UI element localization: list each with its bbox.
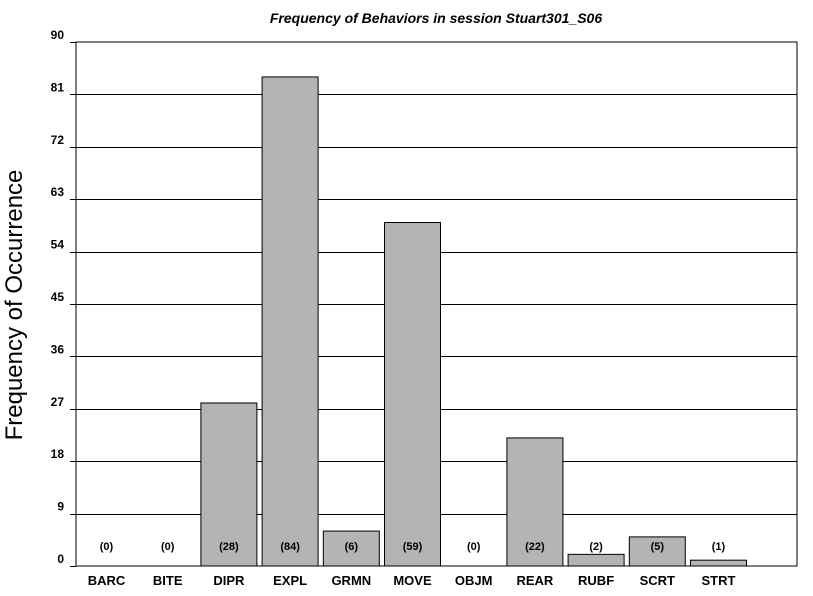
y-tick-label: 27	[51, 395, 65, 409]
data-label: (22)	[525, 541, 545, 553]
data-label: (2)	[589, 541, 603, 553]
x-tick-label: EXPL	[273, 573, 307, 588]
x-tick-label: SCRT	[640, 573, 675, 588]
chart-title: Frequency of Behaviors in session Stuart…	[270, 10, 602, 26]
y-tick-label: 36	[51, 342, 65, 356]
data-label: (6)	[345, 541, 359, 553]
bar-dipr	[200, 402, 258, 567]
y-tick-label: 72	[51, 133, 65, 147]
data-label: (5)	[651, 541, 665, 553]
bar-expl	[261, 76, 319, 567]
y-tick-label: 0	[57, 552, 64, 566]
data-label: (0)	[161, 541, 175, 553]
y-tick-label: 54	[51, 238, 65, 252]
x-tick-label: BARC	[88, 573, 126, 588]
y-tick-label: 63	[51, 185, 65, 199]
x-axis-ticks: BARC BITE DIPR EXPL GRMN MOVE OBJM REAR RUBF SCRT…	[88, 573, 736, 588]
y-axis-ticks: 0 9 18 27 36 45 54 63 72 81 90	[51, 28, 76, 567]
x-tick-label: BITE	[153, 573, 183, 588]
y-tick-label: 45	[51, 290, 65, 304]
bars	[200, 76, 747, 567]
data-label: (0)	[100, 541, 114, 553]
data-label: (28)	[219, 541, 239, 553]
x-tick-label: DIPR	[213, 573, 245, 588]
bar-move	[384, 221, 441, 567]
data-label: (84)	[280, 541, 300, 553]
data-label: (1)	[712, 541, 726, 553]
y-tick-label: 9	[57, 500, 64, 514]
x-tick-label: REAR	[516, 573, 553, 588]
data-label: (59)	[403, 541, 423, 553]
x-tick-label: GRMN	[331, 573, 371, 588]
bar-strt	[690, 559, 747, 567]
x-tick-label: MOVE	[393, 573, 432, 588]
plot-area-frame	[75, 41, 798, 567]
x-tick-label: STRT	[702, 573, 736, 588]
bar-rubf	[567, 553, 625, 567]
y-axis-label: Frequency of Occurrence	[1, 170, 28, 441]
x-tick-label: OBJM	[455, 573, 493, 588]
y-tick-label: 81	[51, 80, 65, 94]
data-labels: (0) (0) (28) (84) (6) (59) (0) (22) (2) (5) (1)	[100, 541, 726, 553]
y-tick-label: 90	[51, 28, 65, 42]
y-tick-label: 18	[51, 447, 65, 461]
x-tick-label: RUBF	[578, 573, 614, 588]
data-label: (0)	[467, 541, 481, 553]
